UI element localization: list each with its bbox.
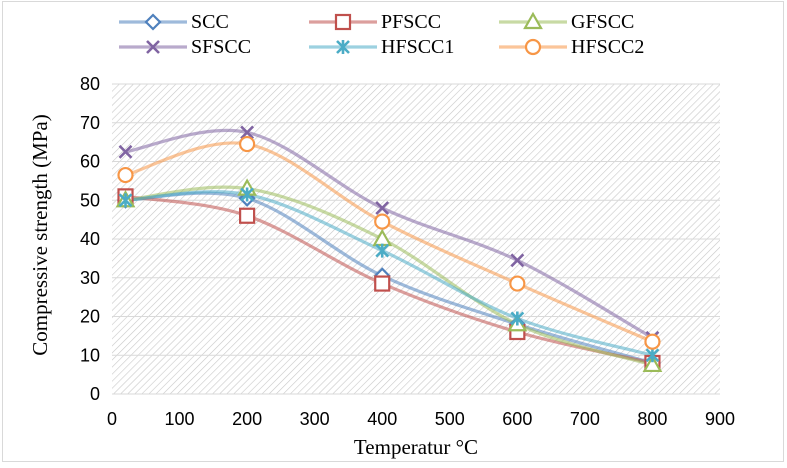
x-tick-label: 700 <box>570 409 600 429</box>
legend: SCC PFSCC GFSCC SFSCC HFSCC1 HFSCC2 <box>119 11 644 58</box>
legend-item-sfscc: SFSCC <box>119 36 251 58</box>
data-point-gfscc <box>642 354 663 373</box>
data-point-sfscc <box>510 253 525 268</box>
data-point-sfscc <box>118 144 133 159</box>
legend-label: SFSCC <box>191 36 251 58</box>
data-point-pfscc <box>239 207 256 224</box>
data-point-hfscc1 <box>645 348 660 363</box>
data-point-sfscc <box>375 201 390 215</box>
y-tick-label: 80 <box>80 74 100 94</box>
legend-label: PFSCC <box>381 11 441 33</box>
legend-label: HFSCC2 <box>571 36 644 58</box>
series-layer <box>115 125 663 373</box>
data-point-pfscc <box>374 275 391 292</box>
x-axis-title: Temperatur °C <box>354 435 478 459</box>
x-tick-label: 800 <box>637 409 667 429</box>
data-point-hfscc1 <box>240 187 255 202</box>
y-axis-title: Compressive strength (MPa) <box>28 114 52 355</box>
x-tick-label: 0 <box>107 409 117 429</box>
y-tick-label: 70 <box>80 113 100 133</box>
legend-label: GFSCC <box>571 11 634 33</box>
y-tick-label: 0 <box>90 384 100 404</box>
legend-item-hfscc1: HFSCC1 <box>309 36 454 58</box>
data-point-sfscc <box>240 125 255 140</box>
y-tick-label: 30 <box>80 268 100 288</box>
y-tick-label: 20 <box>80 307 100 327</box>
x-tick-label: 100 <box>165 409 195 429</box>
chart-frame: 0 10 20 30 40 50 60 70 80 0 100 200 300 400 500 600 700 8… <box>2 1 784 462</box>
legend-item-gfscc: GFSCC <box>499 11 634 33</box>
legend-item-scc: SCC <box>119 11 229 33</box>
data-point-hfscc1 <box>510 311 525 326</box>
data-point-hfscc1 <box>118 193 133 208</box>
legend-marker-sfscc <box>146 40 160 54</box>
data-point-hfscc2 <box>374 213 391 230</box>
x-tick-label: 200 <box>232 409 262 429</box>
legend-label: HFSCC1 <box>381 36 454 58</box>
x-tick-label: 400 <box>367 409 397 429</box>
legend-item-hfscc2: HFSCC2 <box>499 36 644 58</box>
data-point-hfscc2 <box>239 135 256 153</box>
legend-item-pfscc: PFSCC <box>309 11 441 33</box>
x-tick-label: 900 <box>705 409 735 429</box>
legend-marker-pfscc <box>334 13 352 31</box>
legend-marker-scc <box>144 13 162 31</box>
x-tick-label: 500 <box>435 409 465 429</box>
legend-marker-gfscc <box>523 11 543 30</box>
y-tick-label: 50 <box>80 190 100 210</box>
x-tick-label: 300 <box>300 409 330 429</box>
x-tick-label: 600 <box>502 409 532 429</box>
data-point-hfscc2 <box>117 166 134 184</box>
y-tick-label: 60 <box>80 152 100 172</box>
y-tick-label: 10 <box>80 345 100 365</box>
data-point-hfscc2 <box>509 275 526 292</box>
data-point-hfscc1 <box>375 243 390 258</box>
data-point-hfscc2 <box>644 333 661 350</box>
legend-marker-hfscc1 <box>336 40 350 54</box>
grid-lines <box>112 83 720 395</box>
legend-marker-hfscc2 <box>524 38 542 56</box>
y-tick-label: 40 <box>80 229 100 249</box>
legend-label: SCC <box>191 11 229 33</box>
